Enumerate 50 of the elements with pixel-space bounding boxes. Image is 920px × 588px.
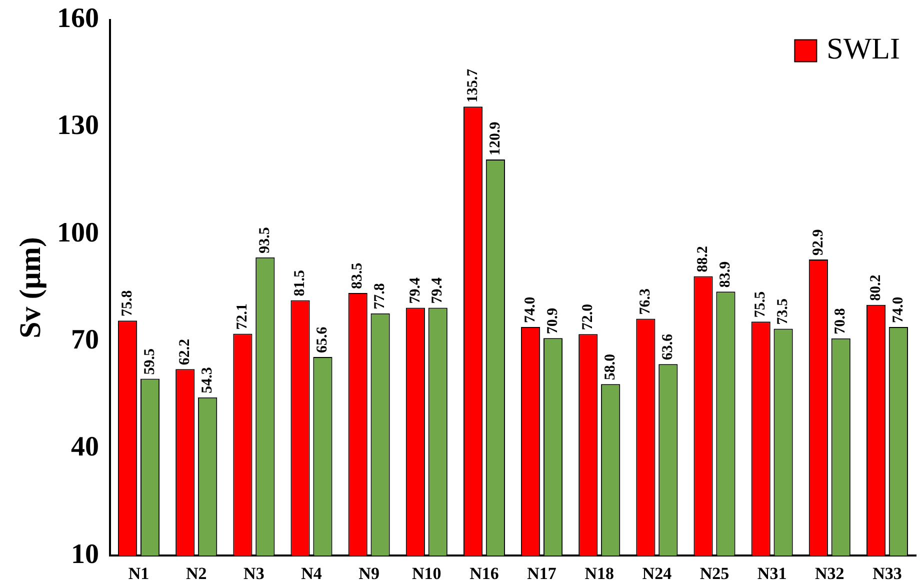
- data-label: 70.9: [544, 308, 561, 334]
- data-label: 75.8: [119, 290, 136, 317]
- x-tick-label: N9: [358, 564, 380, 584]
- data-label: 59.5: [142, 348, 158, 375]
- data-label: 120.9: [487, 122, 504, 156]
- data-label: 74.0: [890, 296, 906, 323]
- y-tick-label: 10: [71, 538, 99, 570]
- x-tick-label: N31: [757, 564, 787, 584]
- x-tick-label: N10: [412, 564, 442, 584]
- data-label: 83.9: [718, 261, 734, 288]
- x-tick-label: N3: [244, 564, 264, 584]
- x-tick-label: N33: [872, 564, 902, 584]
- x-tick-label: N25: [700, 564, 730, 584]
- data-label: 72.1: [234, 304, 251, 330]
- y-tick-label: 100: [57, 217, 99, 248]
- data-label: 76.3: [638, 288, 654, 315]
- y-axis-title: Sv (µm): [14, 236, 47, 338]
- x-tick-label: N24: [642, 564, 672, 584]
- data-label: 81.5: [292, 270, 308, 296]
- data-label: 88.2: [695, 246, 712, 272]
- data-label: 77.8: [372, 283, 388, 310]
- x-tick-label: N4: [301, 564, 322, 584]
- legend-label: SWLI: [826, 32, 900, 66]
- x-tick-label: N17: [527, 564, 557, 584]
- data-label: 70.8: [832, 308, 849, 334]
- y-tick-label: 70: [71, 324, 99, 356]
- data-label: 63.6: [660, 333, 676, 360]
- data-label: 54.3: [199, 367, 216, 394]
- x-tick-label: N32: [815, 564, 844, 584]
- data-label: 93.5: [257, 227, 274, 254]
- x-tick-label: N2: [186, 564, 207, 584]
- data-label: 75.5: [752, 291, 769, 318]
- data-label: 73.5: [775, 298, 792, 325]
- x-tick-label: N1: [128, 564, 150, 584]
- data-label: 79.4: [407, 276, 424, 304]
- data-label: 80.2: [868, 274, 884, 301]
- data-label: 72.0: [580, 304, 596, 330]
- data-label: 79.4: [430, 276, 446, 304]
- y-tick-label: 160: [57, 3, 99, 34]
- y-tick-label: 40: [71, 432, 99, 463]
- data-label: 92.9: [810, 229, 826, 256]
- data-label: 74.0: [522, 296, 538, 323]
- data-label: 135.7: [464, 68, 481, 103]
- y-tick-label: 130: [57, 110, 99, 142]
- data-label: 58.0: [602, 354, 618, 380]
- x-tick-label: N18: [584, 564, 614, 584]
- data-label: 65.6: [314, 326, 331, 353]
- x-tick-label: N16: [470, 564, 499, 584]
- data-label: 62.2: [177, 338, 194, 366]
- data-label: 83.5: [350, 262, 366, 290]
